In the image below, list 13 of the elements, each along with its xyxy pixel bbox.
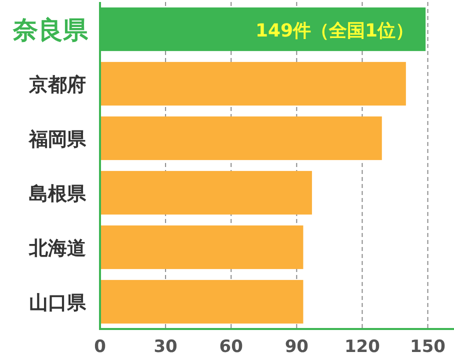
- y-tick-label: 北海道: [28, 237, 86, 260]
- data-label: 149件（全国1位）: [255, 20, 414, 42]
- x-tick-label: 90: [284, 337, 309, 357]
- x-tick-label: 0: [94, 337, 106, 357]
- y-tick-label: 奈良県: [12, 15, 89, 44]
- y-tick-label: 京都府: [28, 74, 86, 96]
- x-tick-label: 150: [410, 337, 446, 357]
- y-tick-label: 福岡県: [28, 128, 87, 150]
- x-tick-label: 60: [219, 337, 244, 357]
- y-tick-label: 山口県: [29, 292, 87, 314]
- x-tick-label: 120: [344, 337, 380, 357]
- y-tick-label: 島根県: [29, 182, 87, 205]
- x-tick-label: 30: [154, 337, 178, 357]
